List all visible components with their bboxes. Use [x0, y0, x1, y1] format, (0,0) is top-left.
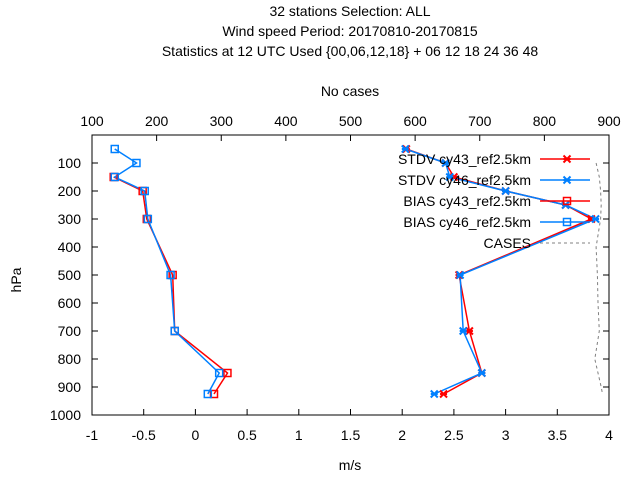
- data-point-star: [430, 389, 439, 399]
- legend-label: BIAS cy46_ref2.5km: [403, 214, 531, 230]
- data-point-star: [458, 326, 468, 336]
- legend-label: CASES: [484, 235, 531, 251]
- data-point-square: [562, 217, 572, 227]
- chart-title-line: 32 stations Selection: ALL: [269, 3, 430, 19]
- y-axis-label: hPa: [8, 267, 24, 292]
- x-tick-label: 2: [398, 427, 406, 443]
- series-line-2: [113, 176, 229, 395]
- y-tick-label: 900: [58, 379, 82, 395]
- x2-tick-label: 800: [533, 113, 557, 129]
- legend-label: STDV cy46_ref2.5km: [398, 172, 531, 188]
- data-point-star: [465, 326, 474, 336]
- data-point-star: [401, 144, 410, 154]
- data-point-square: [132, 158, 141, 168]
- data-point-star: [455, 270, 465, 280]
- x-axis-label: m/s: [339, 457, 362, 473]
- y-tick-label: 800: [58, 351, 82, 367]
- legend-label: STDV cy43_ref2.5km: [398, 151, 531, 167]
- data-point-star: [562, 154, 572, 164]
- legend-label: BIAS cy43_ref2.5km: [403, 193, 531, 209]
- data-point-star: [439, 389, 448, 399]
- y-tick-label: 600: [58, 295, 82, 311]
- data-point-square: [223, 368, 232, 378]
- x2-tick-label: 300: [210, 113, 234, 129]
- data-point-square: [214, 368, 224, 378]
- x2-tick-label: 100: [80, 113, 104, 129]
- data-point-star: [445, 172, 454, 182]
- data-point-square: [110, 172, 119, 182]
- data-point-square: [110, 144, 119, 154]
- x-tick-label: -1: [86, 427, 99, 443]
- data-point-star: [591, 214, 600, 224]
- data-point-square: [209, 389, 219, 399]
- x2-tick-label: 500: [339, 113, 363, 129]
- series-line-4: [594, 162, 603, 395]
- data-point-square: [170, 326, 179, 336]
- x-tick-label: 1.5: [341, 427, 361, 443]
- x-tick-label: -0.5: [132, 427, 156, 443]
- chart-title-line: Statistics at 12 UTC Used {00,06,12,18} …: [162, 43, 539, 59]
- x2-tick-label: 600: [403, 113, 427, 129]
- x-tick-label: 4: [605, 427, 613, 443]
- data-point-square: [140, 186, 149, 196]
- x2-tick-label: 700: [468, 113, 492, 129]
- series-line-0: [406, 148, 594, 395]
- data-point-star: [441, 158, 450, 168]
- data-point-square: [562, 196, 572, 206]
- y-tick-label: 300: [58, 211, 82, 227]
- x-tick-label: 3.5: [548, 427, 568, 443]
- data-point-square: [143, 214, 153, 224]
- y-tick-label: 100: [58, 155, 82, 171]
- x2-tick-label: 200: [145, 113, 169, 129]
- data-point-star: [501, 186, 510, 196]
- chart-title-line: Wind speed Period: 20170810-20170815: [222, 23, 478, 39]
- data-point-square: [203, 389, 213, 399]
- y-tick-label: 1000: [50, 407, 81, 423]
- y-tick-label: 400: [58, 239, 82, 255]
- data-point-square: [166, 270, 175, 280]
- x-tick-label: 0: [192, 427, 200, 443]
- x2-axis-label: No cases: [321, 83, 379, 99]
- x-tick-label: 1: [295, 427, 303, 443]
- data-point-star: [477, 368, 487, 378]
- y-tick-label: 200: [58, 183, 82, 199]
- x2-tick-label: 900: [597, 113, 621, 129]
- series-line-1: [405, 148, 598, 395]
- x-tick-label: 3: [502, 427, 510, 443]
- y-tick-label: 500: [58, 267, 82, 283]
- data-point-star: [562, 175, 572, 185]
- y-tick-label: 700: [58, 323, 82, 339]
- x-tick-label: 0.5: [237, 427, 257, 443]
- series-line-3: [113, 148, 221, 395]
- x2-tick-label: 400: [274, 113, 298, 129]
- x-tick-label: 2.5: [444, 427, 464, 443]
